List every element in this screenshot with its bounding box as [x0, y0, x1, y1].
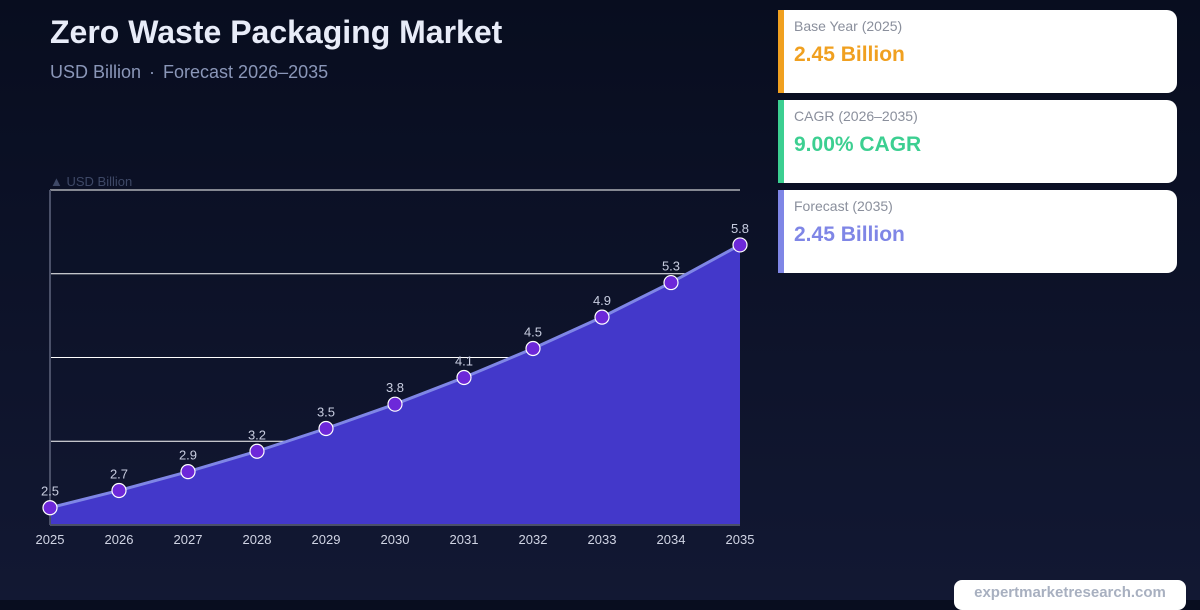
data-label: 2.9: [179, 448, 197, 463]
data-point: [42, 500, 58, 516]
data-point: [525, 340, 541, 357]
data-point: [663, 274, 679, 291]
data-label: 5.8: [731, 221, 749, 236]
data-point: [180, 464, 196, 480]
unit-label: USD Billion: [50, 62, 142, 82]
data-point: [387, 396, 403, 412]
forecast-label: Forecast 2026–2035: [163, 62, 329, 82]
area-chart: ▲ USD Billion 2.5 2025 2.7 2026 2.9 2027 3.2 202…: [36, 174, 755, 547]
separator: ·: [149, 62, 156, 82]
cagr-card: CAGR (2026–2035) 9.00% CAGR: [778, 100, 1177, 183]
x-tick-label: 2028: [243, 532, 272, 547]
x-tick-label: 2025: [36, 532, 65, 547]
forecast-card: Forecast (2035) 2.45 Billion: [778, 190, 1177, 273]
data-point: [732, 237, 748, 253]
x-tick-label: 2026: [105, 532, 134, 547]
x-tick-label: 2027: [174, 532, 203, 547]
x-tick-label: 2034: [657, 532, 686, 547]
x-tick-label: 2031: [450, 532, 479, 547]
page-title: Zero Waste Packaging Market: [50, 14, 503, 50]
x-tick-label: 2035: [726, 532, 755, 547]
data-label: 3.5: [317, 405, 335, 420]
data-point: [594, 309, 610, 325]
data-label: 2.7: [110, 466, 128, 481]
area-fill: [50, 244, 740, 525]
card-label: Base Year (2025): [794, 18, 903, 34]
card-label: CAGR (2026–2035): [794, 108, 918, 124]
card-label: Forecast (2035): [794, 198, 893, 214]
data-label: 2.5: [41, 484, 59, 499]
data-label: 3.8: [386, 380, 404, 395]
base-year-card: Base Year (2025) 2.45 Billion: [778, 10, 1177, 93]
x-tick-label: 2030: [381, 532, 410, 547]
x-tick-label: 2032: [519, 532, 548, 547]
x-tick-label: 2033: [588, 532, 617, 547]
data-label: 4.9: [593, 293, 611, 308]
data-label: 4.5: [524, 324, 542, 339]
stat-cards: Base Year (2025) 2.45 Billion CAGR (2026–…: [778, 10, 1177, 280]
page-subtitle: USD Billion · Forecast 2026–2035: [50, 62, 336, 83]
card-value: 9.00% CAGR: [794, 133, 922, 156]
card-value: 2.45 Billion: [794, 223, 905, 246]
data-label: 5.3: [662, 259, 680, 274]
card-value: 2.45 Billion: [794, 43, 905, 66]
data-point: [456, 369, 472, 386]
data-point: [249, 443, 265, 459]
data-point: [111, 482, 127, 499]
x-tick-label: 2029: [312, 532, 341, 547]
y-axis-label: ▲ USD Billion: [50, 174, 132, 189]
data-point: [318, 420, 334, 437]
data-label: 4.1: [455, 354, 473, 369]
brand-watermark[interactable]: expertmarketresearch.com: [954, 580, 1186, 610]
data-label: 3.2: [248, 427, 266, 442]
